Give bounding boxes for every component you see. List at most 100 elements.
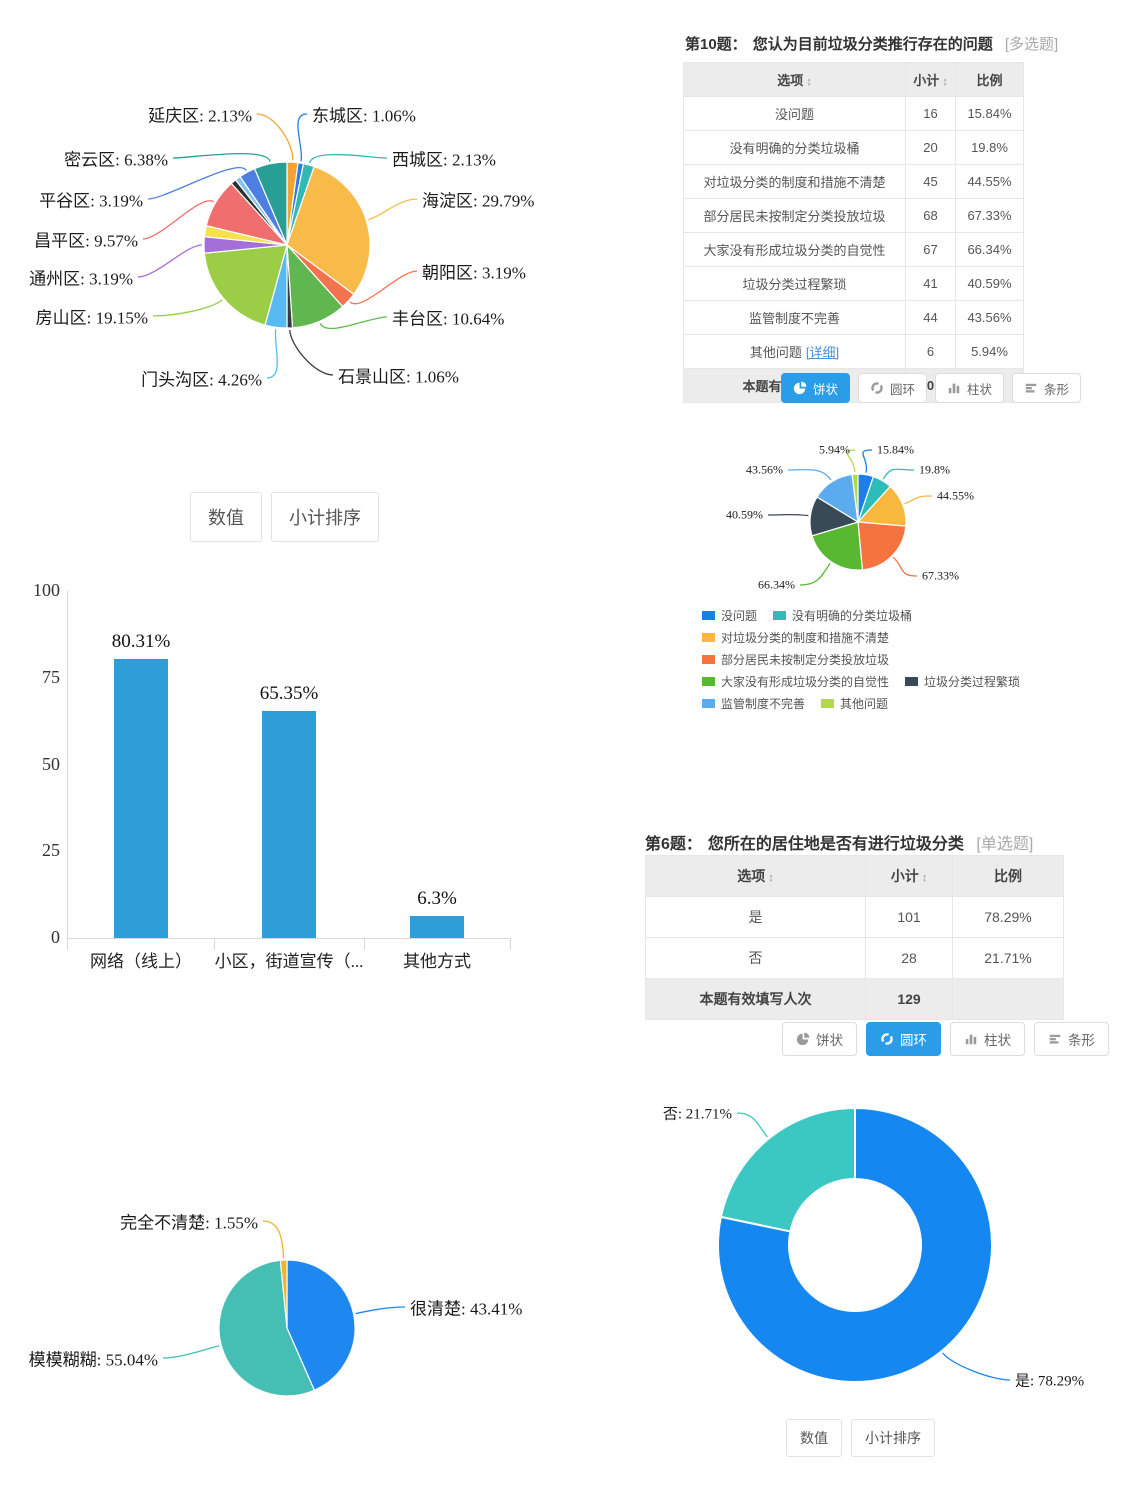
label-leader-line bbox=[297, 113, 308, 162]
chart-type-button-pie[interactable]: 饼状 bbox=[782, 1022, 857, 1056]
pie-slice-是[interactable] bbox=[717, 1106, 993, 1383]
option-cell: 部分居民未按制定分类投放垃圾 bbox=[683, 198, 906, 233]
legend-label: 部分居民未按制定分类投放垃圾 bbox=[721, 653, 890, 667]
table-row: 大家没有形成垃圾分类的自觉性 67 66.34% bbox=[683, 232, 1024, 267]
column-header-1[interactable]: 小计 ↕ bbox=[865, 855, 953, 897]
chart-type-label: 条形 bbox=[1068, 1033, 1095, 1048]
legend-item: 没有明确的分类垃圾桶 bbox=[773, 607, 912, 624]
bar-0[interactable] bbox=[114, 659, 168, 938]
legend-swatch bbox=[702, 677, 715, 686]
pie-slice-label: 是: 78.29% bbox=[1015, 1373, 1085, 1390]
chart-type-button-pie[interactable]: 饼状 bbox=[781, 373, 851, 403]
column-header-0[interactable]: 选项 ↕ bbox=[645, 855, 866, 897]
x-category-label: 小区，街道宣传（... bbox=[214, 952, 364, 971]
pie-slice-房山区[interactable] bbox=[203, 244, 288, 326]
chart-type-label: 饼状 bbox=[813, 382, 839, 397]
table-row: 对垃圾分类的制度和措施不清楚 45 44.55% bbox=[683, 164, 1024, 199]
count-cell: 20 bbox=[905, 130, 956, 165]
detail-link[interactable]: [详细] bbox=[805, 345, 840, 360]
option-cell: 其他问题 [详细] bbox=[683, 334, 906, 369]
subtotal-sort-button[interactable]: 小计排序 bbox=[271, 492, 379, 542]
bar-1[interactable] bbox=[262, 711, 316, 938]
question-6-toolbar: 数值 小计排序 bbox=[786, 1419, 935, 1457]
question-type-tag: [单选题] bbox=[976, 836, 1034, 853]
legend-swatch bbox=[702, 633, 715, 642]
percent-cell: 19.8% bbox=[955, 130, 1024, 165]
bar-2[interactable] bbox=[410, 916, 464, 938]
y-tick-label: 0 bbox=[51, 927, 60, 947]
pie-slice-海淀区[interactable] bbox=[286, 165, 371, 296]
percent-cell: 5.94% bbox=[955, 334, 1024, 369]
chart-type-button-donut[interactable]: 圆环 bbox=[866, 1022, 941, 1056]
pie-slice-很清楚[interactable] bbox=[286, 1259, 356, 1392]
pie-slice-大家没有形成垃圾分类的自觉性[interactable] bbox=[811, 521, 864, 571]
legend-label: 对垃圾分类的制度和措施不清楚 bbox=[721, 631, 890, 645]
label-leader-line bbox=[172, 153, 271, 163]
option-cell: 没问题 bbox=[683, 96, 906, 131]
chart-type-button-column[interactable]: 柱状 bbox=[950, 1022, 1025, 1056]
pie-slice-label: 44.55% bbox=[937, 488, 974, 503]
question-6-chart-type-buttons: 饼状 圆环 柱状 条形 bbox=[782, 1022, 1109, 1056]
y-tick-label: 75 bbox=[42, 666, 60, 687]
column-icon bbox=[964, 1032, 978, 1046]
pie-slice-否[interactable] bbox=[719, 1106, 856, 1233]
label-leader-line bbox=[308, 153, 388, 164]
label-leader-line bbox=[266, 329, 278, 379]
pie-slice-label: 40.59% bbox=[726, 507, 763, 522]
bar-icon bbox=[1048, 1032, 1062, 1046]
question-6-table: 选项 ↕ 小计 ↕ 比例是 101 78.29% 否 28 21.71% 本题有效填写人次 129 bbox=[645, 855, 1064, 1020]
pie-slice-label: 房山区: 19.15% bbox=[35, 308, 148, 328]
percent-cell: 78.29% bbox=[952, 896, 1064, 938]
pie-icon bbox=[793, 381, 807, 395]
legend-item: 大家没有形成垃圾分类的自觉性 bbox=[702, 673, 889, 690]
pie-slice-label: 延庆区: 2.13% bbox=[148, 106, 252, 126]
pie-slice-label: 海淀区: 29.79% bbox=[422, 191, 535, 211]
pie-slice-label: 石景山区: 1.06% bbox=[338, 367, 459, 387]
label-leader-line bbox=[904, 495, 933, 505]
percent-cell: 44.55% bbox=[955, 164, 1024, 199]
chart-type-button-bar[interactable]: 条形 bbox=[1034, 1022, 1109, 1056]
chart-type-button-bar[interactable]: 条形 bbox=[1012, 373, 1082, 403]
column-header-1[interactable]: 小计 ↕ bbox=[905, 62, 956, 97]
percent-cell: 21.71% bbox=[952, 937, 1064, 979]
x-axis-line bbox=[67, 938, 510, 939]
pie-slice-其他问题[interactable] bbox=[851, 473, 859, 523]
value-button[interactable]: 数值 bbox=[190, 492, 262, 542]
legend-row: 对垃圾分类的制度和措施不清楚 bbox=[702, 629, 1134, 647]
pie-slice-部分居民未按制定分类投放垃圾[interactable] bbox=[857, 521, 907, 571]
y-tick-label: 50 bbox=[42, 753, 60, 774]
channel-bar-chart: 0 25 50 75 100 80.31% 网络（线上） 65.35% 小区，街道宣传（... 6… bbox=[20, 578, 540, 988]
chart-type-button-column[interactable]: 柱状 bbox=[935, 373, 1005, 403]
pie-slice-模模糊糊[interactable] bbox=[218, 1259, 316, 1397]
subtotal-sort-button[interactable]: 小计排序 bbox=[851, 1419, 935, 1457]
pie-slice-完全不清楚[interactable] bbox=[279, 1259, 288, 1329]
question-number: 第6题： bbox=[645, 836, 702, 853]
pie-slice-密云区[interactable] bbox=[253, 161, 288, 246]
table-row: 监管制度不完善 44 43.56% bbox=[683, 300, 1024, 335]
x-axis-tick bbox=[67, 938, 68, 950]
question-10-chart-type-buttons: 饼状 圆环 柱状 条形 bbox=[781, 373, 1082, 403]
legend-label: 垃圾分类过程繁琐 bbox=[924, 675, 1021, 689]
label-leader-line bbox=[736, 1112, 768, 1138]
label-leader-line bbox=[862, 449, 873, 473]
chart-type-button-donut[interactable]: 圆环 bbox=[858, 373, 928, 403]
legend-swatch bbox=[773, 611, 787, 620]
pie-slice-label: 43.56% bbox=[746, 462, 783, 477]
legend-item: 监管制度不完善 bbox=[702, 695, 805, 712]
chart-type-label: 柱状 bbox=[967, 382, 993, 397]
pie-slice-label: 66.34% bbox=[758, 577, 795, 592]
percent-cell: 66.34% bbox=[955, 232, 1024, 267]
label-leader-line bbox=[256, 113, 294, 161]
pie-slice-label: 平谷区: 3.19% bbox=[39, 191, 143, 211]
legend-item: 其他问题 bbox=[821, 695, 888, 712]
value-button[interactable]: 数值 bbox=[786, 1419, 842, 1457]
bar-value-label: 65.35% bbox=[259, 683, 319, 705]
legend-item: 没问题 bbox=[702, 607, 757, 624]
pie-slice-label: 否: 21.71% bbox=[662, 1106, 732, 1123]
label-leader-line bbox=[152, 299, 223, 317]
legend-row: 大家没有形成垃圾分类的自觉性 垃圾分类过程繁琐 bbox=[702, 673, 1134, 691]
option-cell: 否 bbox=[645, 937, 866, 979]
option-cell: 对垃圾分类的制度和措施不清楚 bbox=[683, 164, 906, 199]
column-header-0[interactable]: 选项 ↕ bbox=[683, 62, 906, 97]
chart-type-label: 圆环 bbox=[890, 382, 916, 397]
